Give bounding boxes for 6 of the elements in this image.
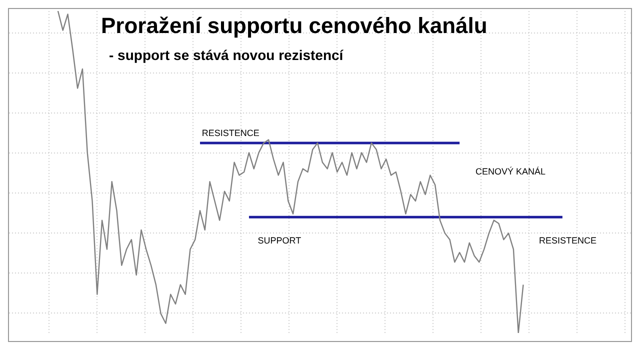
text: - support se stává novou rezistencí [109, 47, 344, 63]
annotation: SUPPORT [258, 236, 302, 246]
annotation: RESISTENCE [202, 128, 260, 138]
chart-title: Proražení supportu cenového kanálu [101, 13, 488, 39]
annotation: CENOVÝ KANÁL [476, 166, 546, 176]
annotation: RESISTENCE [538, 236, 596, 246]
